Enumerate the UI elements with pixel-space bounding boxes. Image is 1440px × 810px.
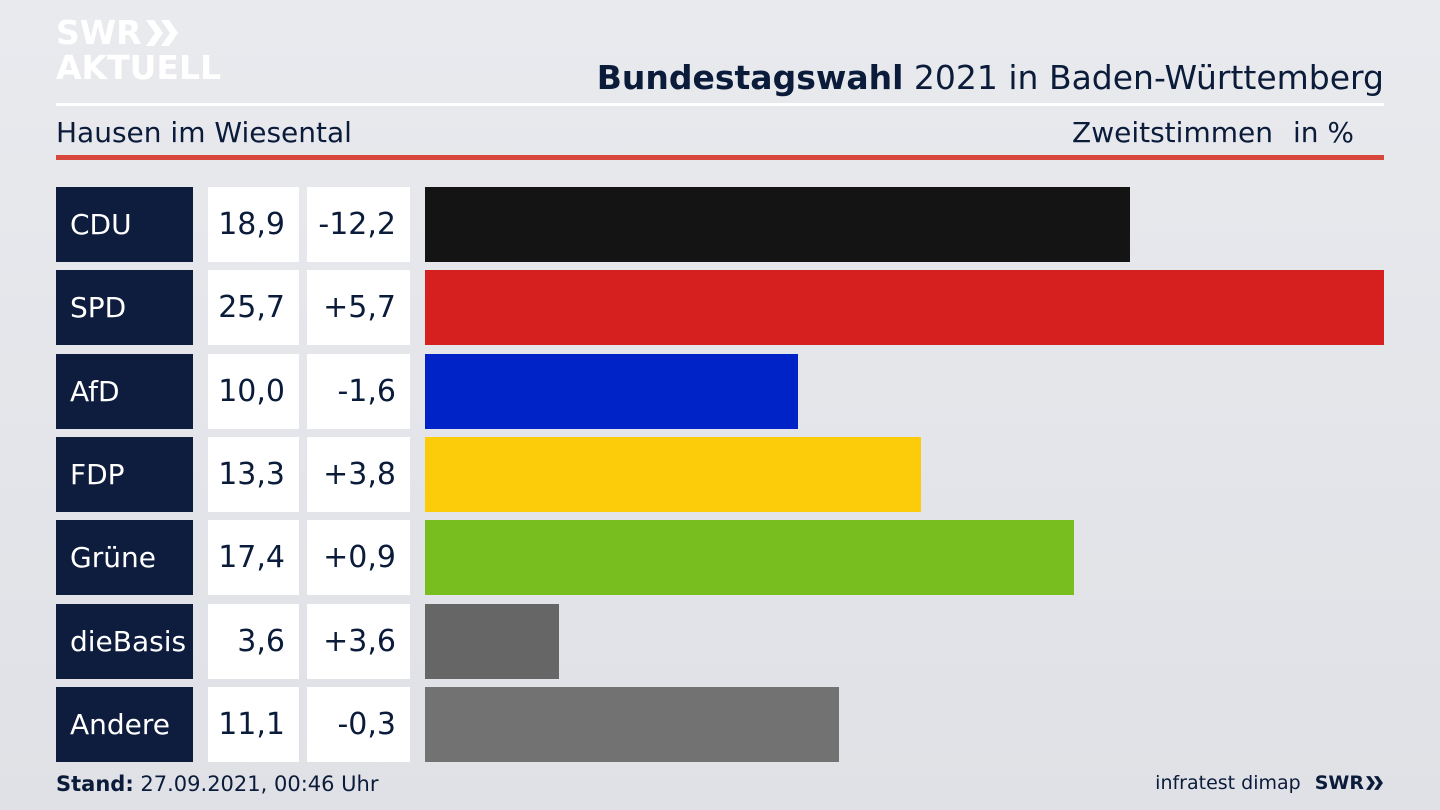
change-value: +3,6 [307, 603, 410, 679]
title-bold: Bundestagswahl [596, 58, 904, 97]
vote-share-bar [425, 436, 921, 512]
page-title: Bundestagswahl 2021 in Baden-Württemberg [597, 58, 1384, 97]
party-row: AfD 10,0 -1,6 [56, 353, 1384, 429]
source-label: infratest dimap [1155, 772, 1301, 794]
vote-share-bar [425, 353, 798, 429]
vote-share-bar [425, 603, 559, 679]
party-label: Andere [56, 686, 193, 762]
stand-label: Stand: [56, 772, 134, 796]
change-value: +5,7 [307, 270, 410, 346]
double-chevron-icon [1366, 776, 1383, 790]
vote-share-value: 18,9 [208, 187, 299, 262]
change-value: -1,6 [307, 353, 410, 429]
title-rest: 2021 in Baden-Württemberg [903, 58, 1384, 97]
vote-share-value: 25,7 [208, 270, 299, 346]
double-chevron-icon [145, 19, 178, 46]
measure-unit: in % [1292, 116, 1354, 149]
party-row: dieBasis 3,6 +3,6 [56, 603, 1384, 679]
footer-credits: infratest dimap SWR [1155, 772, 1384, 794]
party-row: Grüne 17,4 +0,9 [56, 520, 1384, 596]
party-label: SPD [56, 270, 193, 346]
change-value: -0,3 [307, 686, 410, 762]
party-label: dieBasis [56, 603, 193, 679]
swr-footer-logo: SWR [1315, 772, 1384, 794]
party-label: CDU [56, 187, 193, 262]
party-row: Andere 11,1 -0,3 [56, 686, 1384, 762]
logo-aktuell-text: AKTUELL [56, 48, 222, 87]
vote-share-bar [425, 520, 1074, 596]
party-row: FDP 13,3 +3,8 [56, 436, 1384, 512]
measure-name: Zweitstimmen [1072, 116, 1273, 149]
region-subtitle: Hausen im Wiesental [56, 116, 352, 149]
change-value: +0,9 [307, 520, 410, 596]
swr-aktuell-logo: SWR AKTUELL [56, 16, 221, 84]
vote-share-value: 11,1 [208, 686, 299, 762]
party-label: Grüne [56, 520, 193, 596]
party-label: AfD [56, 353, 193, 429]
vote-share-bar [425, 686, 839, 762]
vote-share-bar [425, 187, 1130, 262]
stand-value: 27.09.2021, 00:46 Uhr [133, 772, 379, 796]
party-row: SPD 25,7 +5,7 [56, 270, 1384, 346]
party-label: FDP [56, 436, 193, 512]
header-divider [56, 103, 1384, 106]
measure-label: Zweitstimmen in % [1072, 116, 1354, 149]
swr-footer-text: SWR [1314, 772, 1364, 794]
change-value: +3,8 [307, 436, 410, 512]
change-value: -12,2 [307, 187, 410, 262]
accent-divider [56, 155, 1384, 160]
timestamp: Stand: 27.09.2021, 00:46 Uhr [56, 772, 379, 796]
party-row: CDU 18,9 -12,2 [56, 187, 1384, 262]
vote-share-value: 10,0 [208, 353, 299, 429]
logo-swr-text: SWR [56, 13, 142, 52]
vote-share-value: 13,3 [208, 436, 299, 512]
vote-share-bar [425, 270, 1384, 346]
vote-share-value: 17,4 [208, 520, 299, 596]
vote-share-value: 3,6 [208, 603, 299, 679]
